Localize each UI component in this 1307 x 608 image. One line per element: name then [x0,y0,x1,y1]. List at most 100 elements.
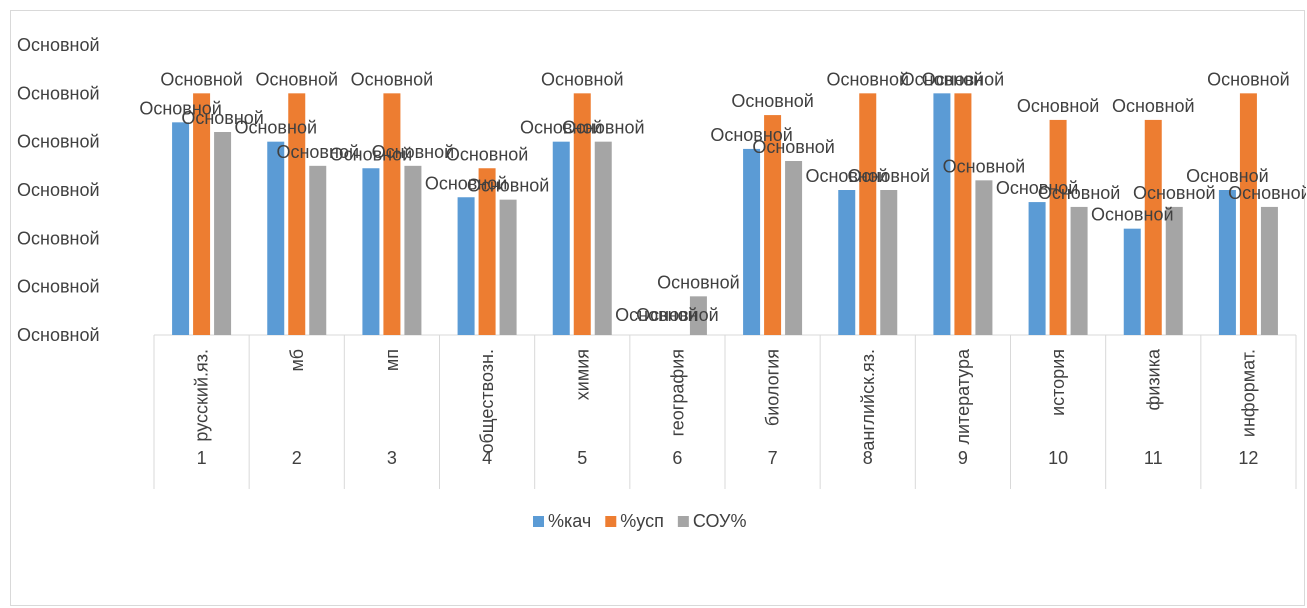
bar-chart: ОсновнойОсновнойОсновнойОсновнойОсновной… [17,35,1306,531]
category-number: 11 [1144,448,1163,468]
bar-СОУ% [1165,206,1183,335]
data-label: Основной [330,144,413,164]
data-label: Основной [181,108,264,128]
data-label: Основной [901,69,984,89]
data-label: Основной [710,125,793,145]
legend-swatch-%кач [533,516,544,527]
data-label: Основной [160,69,243,89]
data-label: Основной [351,69,434,89]
category-label: обществозн. [477,349,497,454]
bar-%кач [457,197,475,335]
data-label: Основной [996,178,1079,198]
bar-СОУ% [594,141,612,335]
category-number: 7 [768,448,778,468]
y-tick-label: Основной [17,325,100,345]
data-label: Основной [276,142,359,162]
bar-%усп [954,93,972,335]
legend-swatch-%усп [605,516,617,527]
legend-label: СОУ% [693,511,747,531]
data-label: Основной [255,69,338,89]
category-number: 1 [197,448,207,468]
data-label: Основной [615,305,698,325]
bar-СОУ% [975,180,993,335]
data-label: Основной [805,166,888,186]
legend-label: %кач [548,511,591,531]
data-label: Основной [425,173,508,193]
bar-СОУ% [404,165,422,335]
bar-%кач [1123,228,1141,335]
bar-%усп [383,93,401,335]
data-label: Основной [467,176,550,196]
data-label: Основной [636,305,719,325]
data-label: Основной [1017,96,1100,116]
category-number: 10 [1048,448,1068,468]
category-label: география [667,349,687,436]
y-tick-label: Основной [17,132,100,152]
y-tick-label: Основной [17,35,100,55]
data-label: Основной [372,142,455,162]
data-label: Основной [1186,166,1269,186]
data-label: Основной [826,69,909,89]
y-tick-label: Основной [17,180,100,200]
data-label: Основной [446,144,529,164]
bar-%кач [743,148,761,335]
data-label: Основной [541,69,624,89]
category-label: русский.яз. [192,349,212,442]
bar-%кач [172,122,190,335]
bar-СОУ% [499,199,517,335]
category-number: 5 [577,448,587,468]
bar-%усп [478,168,496,335]
category-label: химия [572,349,592,400]
data-label: Основной [520,118,603,138]
data-label: Основной [1228,183,1306,203]
bar-%кач [1218,190,1236,335]
data-label: Основной [1133,183,1216,203]
data-label: Основной [752,137,835,157]
bar-%усп [573,93,591,335]
bar-%усп [1144,119,1162,336]
bar-%кач [362,168,380,335]
category-number: 6 [672,448,682,468]
bar-%усп [859,93,877,335]
data-label: Основной [1091,205,1174,225]
bar-%усп [1049,119,1067,336]
category-label: литература [953,348,973,444]
category-label: мп [382,349,402,371]
bar-%кач [552,141,570,335]
bar-%кач [933,93,951,335]
bar-%кач [838,190,856,335]
bar-СОУ% [1260,206,1278,335]
category-number: 12 [1238,448,1258,468]
y-tick-label: Основной [17,228,100,248]
data-label: Основной [1038,183,1121,203]
y-tick-label: Основной [17,83,100,103]
category-number: 9 [958,448,968,468]
category-label: информат. [1238,349,1258,437]
category-label: биология [763,349,783,426]
legend-swatch-СОУ% [677,516,689,527]
chart-frame: Основной Основной Основной Основной Основной… [10,10,1306,606]
category-label: физика [1143,348,1163,410]
data-label: Основной [657,272,740,292]
category-number: 3 [387,448,397,468]
y-tick-label: Основной [17,277,100,297]
category-number: 2 [292,448,302,468]
category-label: английск.яз. [858,349,878,451]
data-label: Основной [731,91,814,111]
bar-%кач [267,141,285,335]
bar-%усп [1239,93,1257,335]
bar-%усп [764,115,782,335]
category-label: история [1048,349,1068,416]
bar-%усп [193,93,211,335]
bar-%усп [288,93,306,335]
category-label: мб [287,349,307,371]
data-label: Основной [943,156,1026,176]
data-label: Основной [234,118,317,138]
bar-СОУ% [214,132,232,335]
bar-СОУ% [309,165,327,335]
category-number: 4 [482,448,492,468]
data-label: Основной [1112,96,1195,116]
data-label: Основной [562,118,645,138]
data-label: Основной [847,166,930,186]
category-number: 8 [863,448,873,468]
